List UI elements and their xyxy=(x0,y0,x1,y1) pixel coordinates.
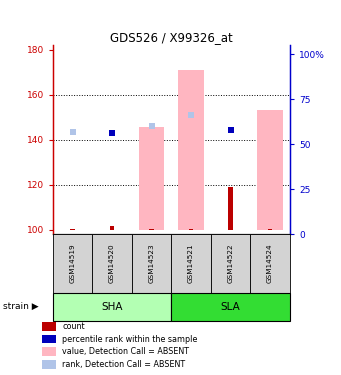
Text: SLA: SLA xyxy=(221,302,240,312)
Bar xyxy=(92,234,132,292)
Text: count: count xyxy=(62,322,85,331)
Text: SHA: SHA xyxy=(101,302,123,312)
Bar xyxy=(53,234,92,292)
Text: GSM14524: GSM14524 xyxy=(267,244,273,283)
Text: rank, Detection Call = ABSENT: rank, Detection Call = ABSENT xyxy=(62,360,186,369)
Bar xyxy=(268,229,272,230)
Text: GSM14522: GSM14522 xyxy=(227,244,234,283)
Title: GDS526 / X99326_at: GDS526 / X99326_at xyxy=(110,31,233,44)
Bar xyxy=(42,360,56,369)
Bar xyxy=(257,110,283,230)
Text: percentile rank within the sample: percentile rank within the sample xyxy=(62,334,198,344)
Bar xyxy=(70,229,75,230)
Bar xyxy=(250,234,290,292)
Text: value, Detection Call = ABSENT: value, Detection Call = ABSENT xyxy=(62,347,190,356)
Bar xyxy=(189,229,193,230)
Text: GSM14519: GSM14519 xyxy=(70,244,76,283)
Text: strain ▶: strain ▶ xyxy=(3,302,39,311)
Bar xyxy=(171,292,290,321)
Bar xyxy=(178,70,204,230)
Bar xyxy=(132,234,171,292)
Bar xyxy=(42,334,56,344)
Bar xyxy=(53,292,171,321)
Bar xyxy=(171,234,211,292)
Text: GSM14521: GSM14521 xyxy=(188,244,194,283)
Bar xyxy=(42,322,56,331)
Text: GSM14523: GSM14523 xyxy=(149,244,154,283)
Bar xyxy=(110,226,115,230)
Bar xyxy=(211,234,250,292)
Bar xyxy=(42,347,56,356)
Bar xyxy=(149,229,154,230)
Bar xyxy=(139,127,164,230)
Text: GSM14520: GSM14520 xyxy=(109,244,115,283)
Bar xyxy=(228,187,233,230)
